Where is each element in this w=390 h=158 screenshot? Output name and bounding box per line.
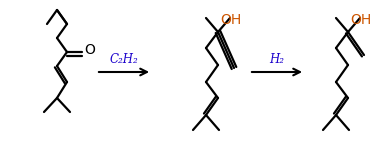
Text: OH: OH (220, 13, 241, 27)
Text: H₂: H₂ (269, 53, 284, 66)
Text: C₂H₂: C₂H₂ (110, 53, 138, 66)
Text: OH: OH (350, 13, 371, 27)
Text: O: O (84, 43, 95, 57)
